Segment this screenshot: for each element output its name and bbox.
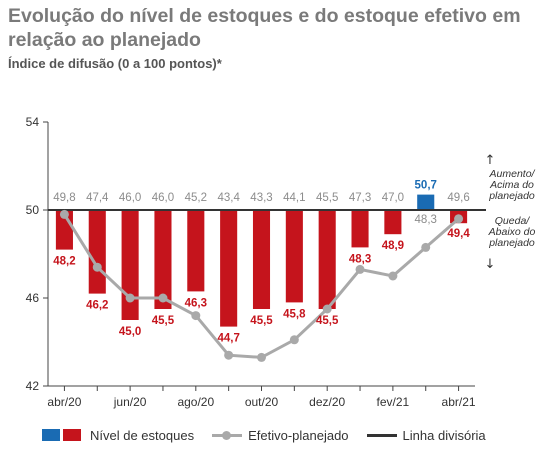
bar-data-label: 45,5	[152, 315, 175, 327]
chart-subtitle: Índice de difusão (0 a 100 pontos)*	[8, 56, 222, 71]
annotation-below-text: planejado	[488, 237, 535, 249]
legend-swatch-blue	[42, 429, 60, 441]
bar-data-label: 45,5	[316, 315, 339, 327]
bar	[318, 210, 336, 309]
legend-item-efetivo: Efetivo-planejado	[212, 427, 349, 443]
bar-data-label: 48,9	[382, 240, 404, 252]
bar	[121, 210, 139, 320]
line-data-label: 49,6	[447, 192, 469, 204]
line-data-label: 43,3	[250, 192, 272, 204]
bar	[252, 210, 271, 309]
line-point	[388, 271, 398, 281]
annotation-above-text: Aumento/	[489, 168, 536, 180]
y-tick-label: 46	[26, 291, 40, 305]
legend-swatch-line	[212, 429, 243, 441]
line-point	[224, 350, 234, 360]
line-data-label: 47,3	[349, 192, 371, 204]
bar-data-label: 49,4	[447, 228, 470, 240]
line-point	[421, 242, 431, 252]
y-tick-label: 54	[26, 115, 40, 129]
line-data-label: 45,2	[185, 192, 207, 204]
annotation-above-text: Acima do	[489, 179, 534, 191]
line-data-label: 45,5	[316, 192, 338, 204]
legend-swatch-divider	[366, 429, 397, 441]
line-point	[125, 293, 135, 303]
line-point	[92, 262, 102, 272]
line-point	[322, 304, 332, 314]
line-data-label: 47,4	[86, 192, 109, 204]
bar	[220, 210, 238, 327]
bar	[154, 210, 172, 309]
line-point	[59, 209, 69, 219]
bar-data-label: 45,0	[119, 326, 141, 338]
legend-label-estoques: Nível de estoques	[90, 427, 195, 443]
line-data-label: 49,8	[53, 192, 75, 204]
line-point	[454, 214, 464, 224]
legend: Nível de estoques Efetivo-planejado Linh…	[42, 426, 504, 444]
line-point	[289, 335, 299, 345]
line-point	[257, 352, 266, 362]
bar-data-label: 45,8	[283, 308, 306, 320]
y-tick-label: 50	[26, 203, 40, 217]
line-data-label: 47,0	[382, 192, 404, 204]
arrow-down-icon: ↓	[485, 257, 496, 272]
bar	[351, 210, 369, 248]
bar-data-label: 48,3	[349, 253, 371, 265]
legend-item-divisoria: Linha divisória	[366, 427, 486, 443]
x-tick-label: ago/20	[177, 395, 214, 409]
bar-data-label: 50,7	[415, 180, 437, 192]
legend-swatch-red	[63, 429, 81, 441]
line-point	[355, 264, 365, 274]
line-point	[158, 293, 168, 303]
bar	[285, 210, 303, 303]
bar-data-label: 45,5	[250, 315, 273, 327]
line-data-label: 46,0	[119, 192, 141, 204]
bar-data-label: 48,2	[53, 256, 75, 268]
line-point	[191, 311, 201, 321]
x-tick-label: out/20	[245, 395, 279, 409]
bar-data-label: 46,2	[86, 300, 108, 312]
bar	[384, 210, 402, 235]
bar-data-label: 46,3	[185, 297, 207, 309]
annotation-below-text: Abaixo do	[488, 226, 536, 238]
chart-title: Evolução do nível de estoques e do estoq…	[8, 5, 521, 51]
arrow-up-icon: ↑	[485, 153, 496, 168]
line-data-label: 48,3	[415, 214, 437, 226]
legend-item-estoques: Nível de estoques	[42, 428, 194, 443]
bar-data-label: 44,7	[217, 333, 239, 345]
x-tick-label: abr/21	[442, 395, 476, 409]
line-data-label: 43,4	[217, 192, 240, 204]
line-data-label: 44,1	[283, 192, 305, 204]
x-tick-label: dez/20	[309, 395, 345, 409]
bar	[187, 210, 205, 292]
line-data-label: 46,0	[152, 192, 174, 204]
y-tick-label: 42	[26, 379, 40, 393]
x-tick-label: abr/20	[47, 395, 81, 409]
legend-label-efetivo: Efetivo-planejado	[248, 427, 349, 443]
legend-label-divisoria: Linha divisória	[402, 427, 486, 443]
annotation-below-text: Queda/	[495, 215, 531, 227]
x-tick-label: jun/20	[113, 395, 147, 409]
annotation-above-text: planejado	[488, 190, 535, 202]
bar	[417, 194, 435, 210]
bar	[88, 210, 106, 294]
x-tick-label: fev/21	[377, 395, 410, 409]
